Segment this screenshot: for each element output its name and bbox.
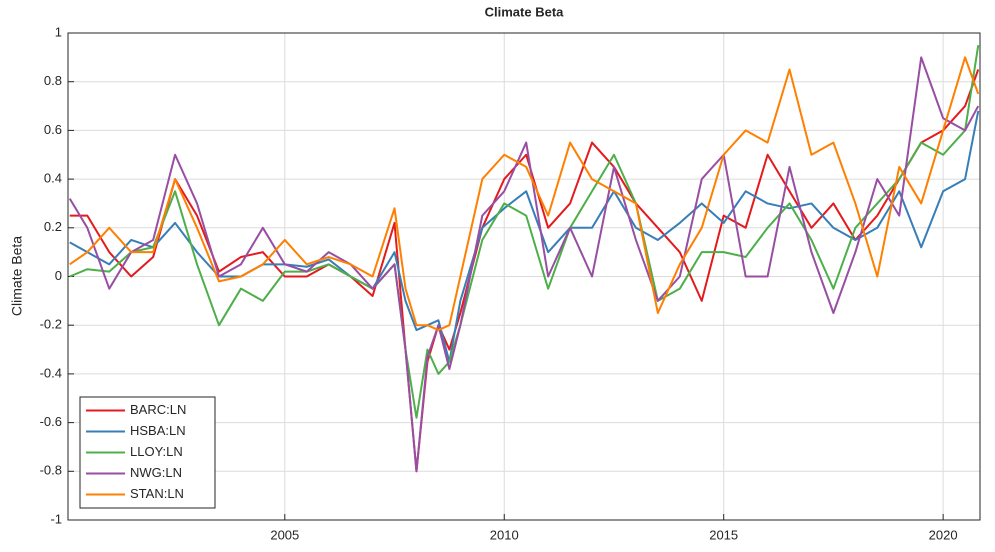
legend-label: HSBA:LN	[130, 423, 186, 438]
y-tick-label: 0.6	[44, 122, 62, 137]
legend-label: BARC:LN	[130, 402, 186, 417]
y-tick-label: 0	[55, 268, 62, 283]
x-tick-label: 2015	[709, 527, 738, 542]
x-tick-label: 2010	[490, 527, 519, 542]
legend-label: LLOY:LN	[130, 444, 183, 459]
y-tick-label: -1	[50, 511, 62, 526]
y-tick-label: -0.4	[40, 365, 62, 380]
legend-label: NWG:LN	[130, 465, 182, 480]
y-tick-label: -0.2	[40, 317, 62, 332]
y-tick-label: 0.8	[44, 73, 62, 88]
y-tick-label: 0.4	[44, 171, 62, 186]
x-tick-label: 2020	[929, 527, 958, 542]
series-line	[69, 110, 980, 363]
x-tick-label: 2005	[270, 527, 299, 542]
legend-label: STAN:LN	[130, 486, 184, 501]
series-line	[69, 45, 980, 419]
series-line	[68, 56, 980, 473]
y-tick-label: 0.2	[44, 219, 62, 234]
chart-title: Climate Beta	[485, 4, 565, 19]
plot-frame	[67, 32, 981, 521]
y-axis-label: Climate Beta	[9, 236, 25, 316]
y-tick-label: 1	[55, 24, 62, 39]
y-tick-label: -0.8	[40, 463, 62, 478]
y-tick-label: -0.6	[40, 414, 62, 429]
series-line	[69, 56, 980, 332]
